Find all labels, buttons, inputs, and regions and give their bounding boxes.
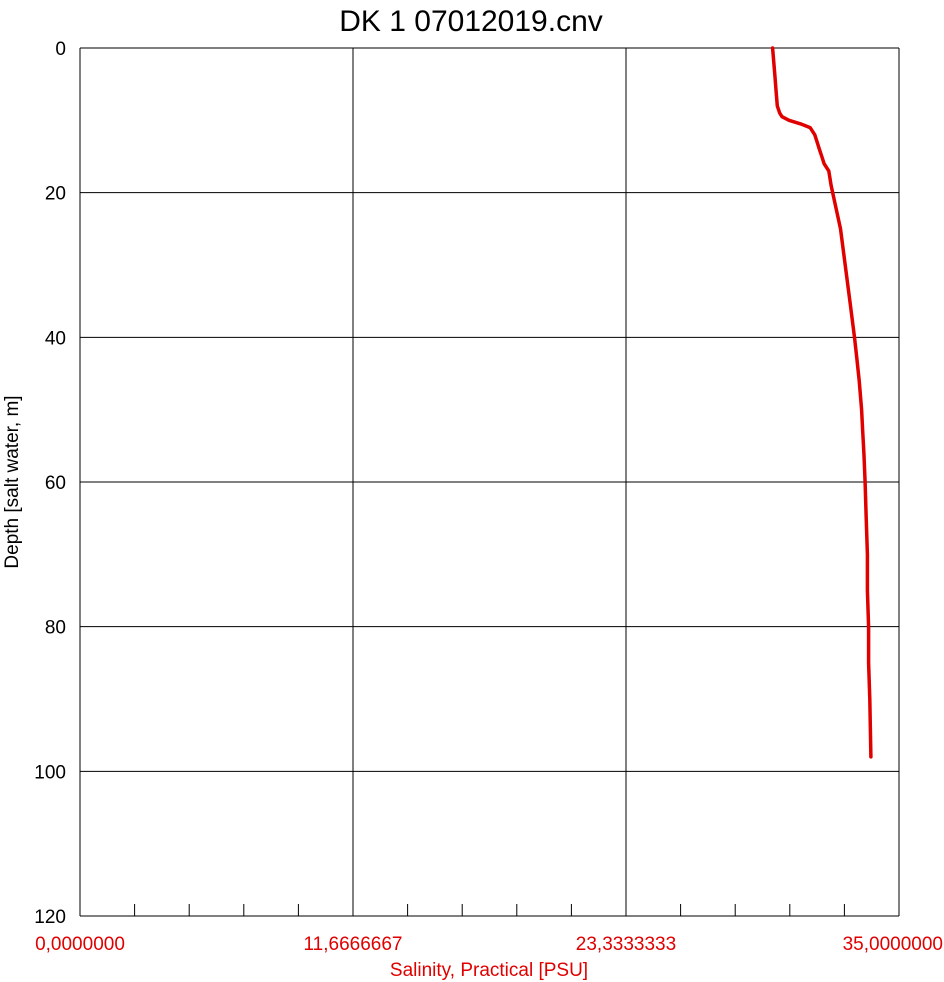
x-tick-label: 0,0000000 <box>35 934 125 955</box>
y-tick-label: 120 <box>34 907 66 928</box>
salinity-profile-line-0 <box>770 46 873 759</box>
y-tick-label: 0 <box>55 39 66 60</box>
y-tick-labels: 0 20 40 60 80 100 120 <box>34 39 66 928</box>
x-tick-label: 11,6666667 <box>304 934 403 955</box>
x-minor-ticks <box>134 904 845 916</box>
y-axis-label: Depth [salt water, m] <box>2 395 23 568</box>
y-tick-label: 80 <box>45 618 66 639</box>
series-layer <box>770 46 873 759</box>
y-tick-label: 20 <box>45 184 66 205</box>
y-tick-label: 60 <box>45 473 66 494</box>
x-tick-labels: 0,0000000 11,6666667 23,3333333 35,0000000 <box>35 934 943 955</box>
x-tick-label: 35,0000000 <box>843 934 943 955</box>
y-tick-label: 40 <box>45 328 66 349</box>
grid <box>79 47 900 917</box>
x-tick-label: 23,3333333 <box>576 934 676 955</box>
x-axis-label: Salinity, Practical [PSU] <box>390 960 588 981</box>
chart-title: DK 1 07012019.cnv <box>339 5 603 38</box>
y-tick-label: 100 <box>34 762 66 783</box>
